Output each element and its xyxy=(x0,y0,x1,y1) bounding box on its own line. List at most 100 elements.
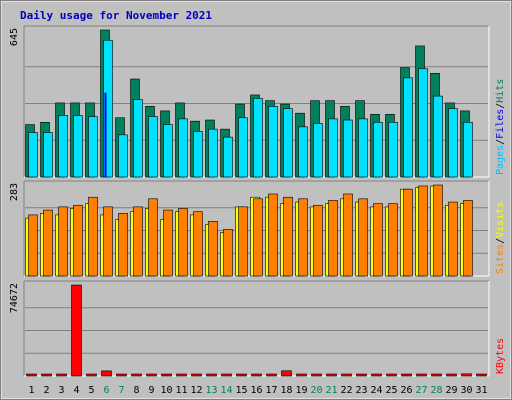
x-tick-label-9: 9 xyxy=(148,385,154,396)
bar-sites-day-26 xyxy=(403,188,413,277)
x-tick-label-8: 8 xyxy=(133,385,139,396)
bar-files-day-11 xyxy=(178,118,188,178)
bar-sites-day-19 xyxy=(298,198,308,277)
legend-entry: Hits xyxy=(495,79,506,103)
x-tick-label-31: 31 xyxy=(475,385,487,396)
bar-kbytes-day-29 xyxy=(446,373,457,377)
legend-entry: Sites xyxy=(495,244,506,274)
bar-sites-day-30 xyxy=(463,200,473,277)
bar-kbytes-day-13 xyxy=(206,373,217,377)
bar-files-day-5 xyxy=(88,116,98,178)
legend-entry: KBytes xyxy=(495,338,506,374)
bar-sites-day-11 xyxy=(178,208,188,277)
bar-files-day-21 xyxy=(328,118,338,178)
bar-files-day-25 xyxy=(388,122,398,178)
bar-kbytes-day-18 xyxy=(281,370,292,377)
y-max-label: 283 xyxy=(9,183,20,201)
bar-sites-day-16 xyxy=(253,198,263,277)
legend: Sites/Visits xyxy=(495,202,506,274)
x-tick-label-6: 6 xyxy=(103,385,109,396)
x-tick-label-23: 23 xyxy=(355,385,367,396)
bar-files-day-30 xyxy=(463,122,473,178)
legend-entry: Visits xyxy=(495,202,506,238)
bar-pages-day-6 xyxy=(104,92,107,177)
bar-kbytes-day-6 xyxy=(101,370,112,377)
bar-files-day-14 xyxy=(223,136,233,178)
bar-kbytes-day-4 xyxy=(71,284,82,377)
panel-kbytes: 74672 KBytes xyxy=(9,280,506,377)
bar-kbytes-day-8 xyxy=(131,373,142,377)
bar-files-day-8 xyxy=(133,99,143,178)
bar-files-day-3 xyxy=(58,115,68,178)
bar-kbytes-day-12 xyxy=(191,373,202,377)
x-tick-label-27: 27 xyxy=(415,385,427,396)
bar-files-day-12 xyxy=(193,131,203,178)
bar-sites-day-21 xyxy=(328,200,338,277)
bar-sites-day-1 xyxy=(28,214,38,277)
legend-entry: Files xyxy=(495,109,506,139)
bar-sites-day-28 xyxy=(433,184,443,277)
legend-entry: Pages xyxy=(495,145,506,175)
x-tick-label-14: 14 xyxy=(220,385,232,396)
bar-kbytes-day-11 xyxy=(176,373,187,377)
chart-title: Daily usage for November 2021 xyxy=(20,9,212,22)
x-tick-label-28: 28 xyxy=(430,385,442,396)
bar-sites-day-3 xyxy=(58,206,68,277)
bar-sites-day-14 xyxy=(223,229,233,277)
bar-kbytes-day-19 xyxy=(296,373,307,377)
bar-files-day-17 xyxy=(268,106,278,178)
bar-sites-day-4 xyxy=(73,204,83,277)
bar-sites-day-27 xyxy=(418,185,428,277)
x-tick-label-12: 12 xyxy=(190,385,202,396)
x-tick-label-22: 22 xyxy=(340,385,352,396)
bar-kbytes-day-28 xyxy=(431,373,442,377)
bar-sites-day-9 xyxy=(148,198,158,277)
bar-sites-day-5 xyxy=(88,196,98,277)
bar-kbytes-day-5 xyxy=(86,373,97,377)
bar-kbytes-day-31 xyxy=(476,373,487,377)
bar-files-day-18 xyxy=(283,108,293,178)
legend-entry: / xyxy=(495,103,506,109)
bar-files-day-13 xyxy=(208,128,218,178)
bar-kbytes-day-25 xyxy=(386,373,397,377)
bar-sites-day-7 xyxy=(118,212,128,277)
x-tick-label-26: 26 xyxy=(400,385,412,396)
bar-kbytes-day-3 xyxy=(56,373,67,377)
x-tick-label-21: 21 xyxy=(325,385,337,396)
bar-files-day-23 xyxy=(358,118,368,178)
bar-sites-day-2 xyxy=(43,209,53,277)
bar-sites-day-12 xyxy=(193,211,203,277)
legend-entry: / xyxy=(495,238,506,244)
bar-kbytes-day-15 xyxy=(236,373,247,377)
bar-kbytes-day-23 xyxy=(356,373,367,377)
x-tick-label-17: 17 xyxy=(265,385,277,396)
bar-sites-day-15 xyxy=(238,206,248,277)
x-tick-label-19: 19 xyxy=(295,385,307,396)
x-tick-label-16: 16 xyxy=(250,385,262,396)
bar-kbytes-day-2 xyxy=(41,373,52,377)
x-tick-label-18: 18 xyxy=(280,385,292,396)
bar-sites-day-17 xyxy=(268,193,278,277)
x-tick-label-29: 29 xyxy=(445,385,457,396)
panel-background xyxy=(24,281,489,376)
bar-kbytes-day-24 xyxy=(371,373,382,377)
panel-visits-sites: 283 Sites/Visits xyxy=(9,180,506,277)
bar-kbytes-day-7 xyxy=(116,373,127,377)
bar-kbytes-day-14 xyxy=(221,373,232,377)
bar-files-day-24 xyxy=(373,122,383,178)
bar-sites-day-6 xyxy=(103,206,113,277)
x-tick-label-7: 7 xyxy=(118,385,124,396)
bar-files-day-29 xyxy=(448,108,458,178)
bar-sites-day-18 xyxy=(283,196,293,277)
legend: Pages/Files/Hits xyxy=(495,79,506,175)
bar-files-day-2 xyxy=(43,132,53,178)
bar-sites-day-25 xyxy=(388,203,398,277)
y-max-label: 74672 xyxy=(9,283,20,313)
legend-entry: / xyxy=(495,139,506,145)
x-tick-label-20: 20 xyxy=(310,385,322,396)
bar-kbytes-day-16 xyxy=(251,373,262,377)
bar-kbytes-day-22 xyxy=(341,373,352,377)
x-tick-label-25: 25 xyxy=(385,385,397,396)
